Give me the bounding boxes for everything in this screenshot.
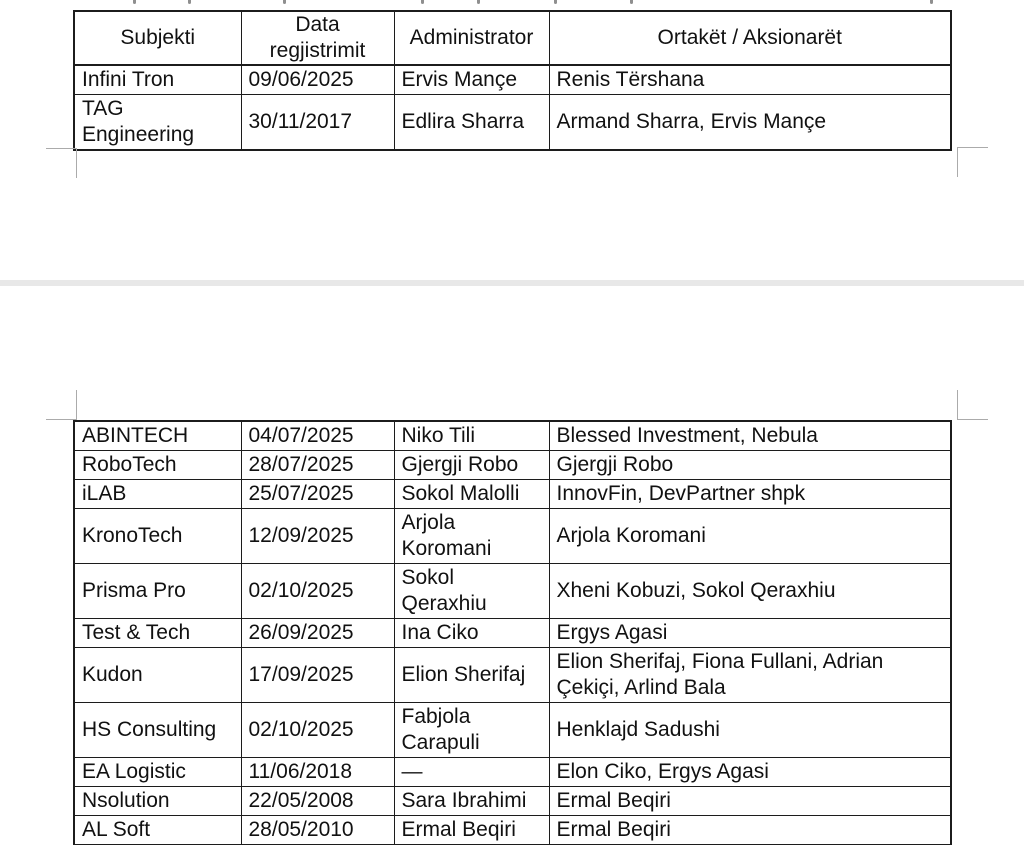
registry-table-page2: ABINTECH 04/07/2025 Niko Tili Blessed Inves… bbox=[73, 420, 952, 845]
cell-ortaket-aksionaret: Armand Sharra, Ervis Mançe bbox=[548, 94, 952, 151]
cell-data-regjistrimit: 26/09/2025 bbox=[240, 618, 395, 648]
cell-subjekti: Test & Tech bbox=[73, 618, 242, 648]
cut-off-glyph-fragment bbox=[554, 0, 557, 4]
cell-ortaket-aksionaret: Elion Sherifaj, Fiona Fullani, Adrian Çe… bbox=[548, 647, 952, 703]
header-administrator: Administrator bbox=[393, 10, 550, 66]
table-row: KronoTech 12/09/2025 Arjola Koromani Arjola… bbox=[73, 508, 952, 564]
cell-data-regjistrimit: 22/05/2008 bbox=[240, 786, 395, 816]
cell-administrator: Ina Ciko bbox=[393, 618, 550, 648]
table-header-row: Subjekti Data regjistrimit Administrator… bbox=[73, 10, 952, 66]
cell-data-regjistrimit: 30/11/2017 bbox=[240, 94, 395, 151]
cell-subjekti: Prisma Pro bbox=[73, 563, 242, 619]
cell-subjekti: Kudon bbox=[73, 647, 242, 703]
text-boundary-mark-bottom-right bbox=[957, 147, 988, 177]
cell-data-regjistrimit: 04/07/2025 bbox=[240, 420, 395, 451]
header-subjekti: Subjekti bbox=[73, 10, 242, 66]
table-row: Prisma Pro 02/10/2025 Sokol Qeraxhiu Xheni … bbox=[73, 563, 952, 619]
table-row: Nsolution 22/05/2008 Sara Ibrahimi Ermal Be… bbox=[73, 786, 952, 816]
cell-ortaket-aksionaret: Ermal Beqiri bbox=[548, 786, 952, 816]
cell-subjekti: EA Logistic bbox=[73, 757, 242, 787]
cell-administrator: Sokol Qeraxhiu bbox=[393, 563, 550, 619]
cell-subjekti: KronoTech bbox=[73, 508, 242, 564]
cell-data-regjistrimit: 17/09/2025 bbox=[240, 647, 395, 703]
cell-subjekti: Infini Tron bbox=[73, 64, 242, 95]
cell-data-regjistrimit: 11/06/2018 bbox=[240, 757, 395, 787]
cell-administrator: Fabjola Carapuli bbox=[393, 702, 550, 758]
cell-data-regjistrimit: 02/10/2025 bbox=[240, 702, 395, 758]
cell-ortaket-aksionaret: Xheni Kobuzi, Sokol Qeraxhiu bbox=[548, 563, 952, 619]
cut-off-glyph-fragment bbox=[133, 0, 136, 4]
cell-subjekti: iLAB bbox=[73, 479, 242, 509]
cell-administrator: Elion Sherifaj bbox=[393, 647, 550, 703]
cell-administrator: Sokol Malolli bbox=[393, 479, 550, 509]
table-row: Test & Tech 26/09/2025 Ina Ciko Ergys Agasi bbox=[73, 618, 952, 648]
table-row: Infini Tron 09/06/2025 Ervis Mançe Renis Të… bbox=[73, 64, 952, 95]
table-header: Subjekti Data regjistrimit Administrator… bbox=[73, 10, 952, 66]
table-row: ABINTECH 04/07/2025 Niko Tili Blessed Inves… bbox=[73, 420, 952, 451]
cell-ortaket-aksionaret: Henklajd Sadushi bbox=[548, 702, 952, 758]
cell-data-regjistrimit: 09/06/2025 bbox=[240, 64, 395, 95]
cell-ortaket-aksionaret: Ergys Agasi bbox=[548, 618, 952, 648]
cell-data-regjistrimit: 12/09/2025 bbox=[240, 508, 395, 564]
cut-off-glyph-fragment bbox=[188, 0, 191, 4]
cell-administrator: Ermal Beqiri bbox=[393, 815, 550, 845]
text-boundary-mark-top-left bbox=[46, 390, 77, 420]
header-data-regjistrimit: Data regjistrimit bbox=[240, 10, 395, 66]
cell-administrator: Sara Ibrahimi bbox=[393, 786, 550, 816]
table-row: AL Soft 28/05/2010 Ermal Beqiri Ermal Beqir… bbox=[73, 815, 952, 845]
page-break-separator bbox=[0, 280, 1024, 286]
table-row: EA Logistic 11/06/2018— Elon Ciko, Ergys A… bbox=[73, 757, 952, 787]
table-row: Kudon 17/09/2025 Elion Sherifaj Elion Sheri… bbox=[73, 647, 952, 703]
cell-ortaket-aksionaret: Elon Ciko, Ergys Agasi bbox=[548, 757, 952, 787]
table-row: RoboTech 28/07/2025 Gjergji Robo Gjergji Ro… bbox=[73, 450, 952, 480]
text-boundary-mark-top-right bbox=[957, 390, 988, 420]
table-row: TAG Engineering 30/11/2017 Edlira Sharra Ar… bbox=[73, 94, 952, 151]
cell-subjekti: ABINTECH bbox=[73, 420, 242, 451]
cell-data-regjistrimit: 02/10/2025 bbox=[240, 563, 395, 619]
cell-administrator: Niko Tili bbox=[393, 420, 550, 451]
cell-subjekti: RoboTech bbox=[73, 450, 242, 480]
cell-administrator: Edlira Sharra bbox=[393, 94, 550, 151]
cell-ortaket-aksionaret: Blessed Investment, Nebula bbox=[548, 420, 952, 451]
cell-data-regjistrimit: 25/07/2025 bbox=[240, 479, 395, 509]
cell-administrator: Ervis Mançe bbox=[393, 64, 550, 95]
cell-ortaket-aksionaret: Arjola Koromani bbox=[548, 508, 952, 564]
cell-administrator: — bbox=[393, 757, 550, 787]
cell-ortaket-aksionaret: Ermal Beqiri bbox=[548, 815, 952, 845]
cell-subjekti: Nsolution bbox=[73, 786, 242, 816]
cell-administrator: Gjergji Robo bbox=[393, 450, 550, 480]
cut-off-glyph-fragment bbox=[283, 0, 286, 4]
text-boundary-mark-bottom-left bbox=[46, 148, 77, 178]
cell-ortaket-aksionaret: InnovFin, DevPartner shpk bbox=[548, 479, 952, 509]
table-row: iLAB 25/07/2025 Sokol Malolli InnovFin, Dev… bbox=[73, 479, 952, 509]
cut-off-glyph-fragment bbox=[630, 0, 633, 4]
cell-subjekti: HS Consulting bbox=[73, 702, 242, 758]
cut-off-glyph-fragment bbox=[421, 0, 424, 4]
cell-ortaket-aksionaret: Renis Tërshana bbox=[548, 64, 952, 95]
registry-table-page1: Subjekti Data regjistrimit Administrator… bbox=[73, 10, 952, 151]
cell-ortaket-aksionaret: Gjergji Robo bbox=[548, 450, 952, 480]
cell-subjekti: TAG Engineering bbox=[73, 94, 242, 151]
cell-data-regjistrimit: 28/05/2010 bbox=[240, 815, 395, 845]
cell-administrator: Arjola Koromani bbox=[393, 508, 550, 564]
cut-off-glyph-fragment bbox=[477, 0, 480, 4]
cell-data-regjistrimit: 28/07/2025 bbox=[240, 450, 395, 480]
header-ortaket-aksionaret: Ortakët / Aksionarët bbox=[548, 10, 952, 66]
table-row: HS Consulting 02/10/2025 Fabjola Carapuli H… bbox=[73, 702, 952, 758]
cell-subjekti: AL Soft bbox=[73, 815, 242, 845]
cut-off-glyph-fragment bbox=[930, 0, 933, 4]
